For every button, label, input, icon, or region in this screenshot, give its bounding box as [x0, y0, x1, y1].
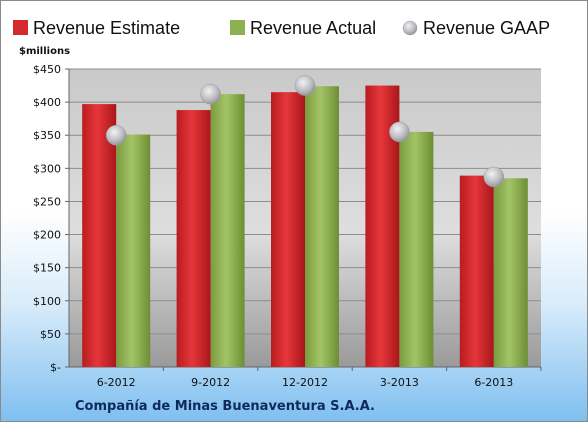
bar-revenue-actual — [399, 131, 434, 367]
gaap-markers — [105, 75, 505, 188]
gaap-marker — [200, 83, 221, 105]
y-tick-label: $450 — [33, 63, 61, 76]
y-tick-label: $50 — [40, 328, 61, 341]
x-tick-label: 6-2013 — [474, 376, 513, 389]
y-tick-label: $300 — [33, 162, 61, 175]
x-tick-label: 9-2012 — [191, 376, 230, 389]
unit-label: $millions — [19, 46, 70, 57]
bar-revenue-actual — [305, 86, 339, 368]
bar-revenue-estimate — [176, 110, 211, 368]
y-tick-label: $- — [50, 361, 61, 374]
x-tick-label: 6-2012 — [97, 376, 136, 389]
company-name: Compañía de Minas Buenaventura S.A.A. — [75, 399, 375, 414]
gaap-marker — [483, 166, 505, 188]
y-tick-label: $250 — [33, 195, 61, 208]
legend-swatch-gaap — [402, 20, 418, 36]
gaap-marker — [389, 121, 410, 143]
bar-revenue-actual — [210, 94, 245, 368]
gaap-marker — [294, 75, 316, 96]
y-tick-label: $150 — [33, 262, 61, 275]
legend: Revenue Estimate Revenue Actual Revenue GA… — [13, 18, 550, 38]
bar-revenue-actual — [116, 134, 151, 367]
y-tick-label: $100 — [33, 295, 61, 308]
y-tick-label: $200 — [33, 229, 61, 242]
legend-swatch-revenue-actual — [230, 20, 245, 35]
bar-revenue-estimate — [82, 104, 117, 367]
gaap-marker — [105, 124, 127, 146]
legend-label: Revenue Estimate — [33, 18, 180, 38]
x-tick-label: 12-2012 — [282, 376, 328, 389]
bar-revenue-estimate — [459, 175, 494, 367]
y-tick-label: $400 — [33, 96, 61, 109]
legend-label: Revenue Actual — [250, 18, 376, 38]
bar-revenue-actual — [493, 178, 528, 367]
legend-swatch-revenue-estimate — [13, 20, 28, 35]
x-tick-label: 3-2013 — [380, 376, 419, 389]
y-tick-label: $350 — [33, 129, 61, 142]
bars — [82, 85, 528, 368]
legend-label: Revenue GAAP — [423, 18, 550, 38]
bar-revenue-estimate — [271, 92, 305, 367]
